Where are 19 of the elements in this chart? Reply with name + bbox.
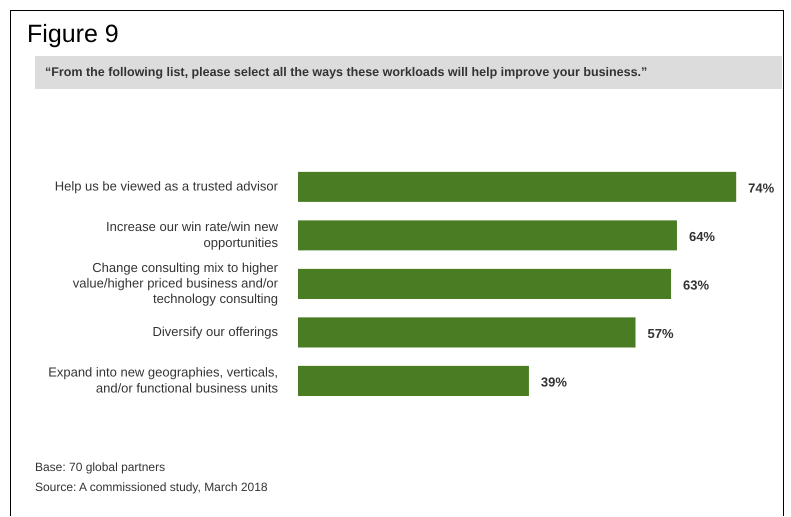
bar [298,268,672,299]
data-label: 63% [683,277,710,292]
data-label: 74% [748,180,775,196]
bar [298,172,736,202]
y-tick-label: Change consulting mix to higher value/higher priced business and/or technology consulting [72,260,279,306]
text: Figure 9 [27,20,119,49]
y-tick-label: Diversify our offerings [152,324,278,339]
y-tick-label: Help us be viewed as a trusted advisor [54,178,279,194]
y-tick-label: Increase our win rate/win new opportunities [106,219,279,250]
y-tick-label: Expand into new geographies, verticals, and/or functional business units [48,364,278,396]
text: Base: 70 global partners [35,460,166,474]
data-label: 64% [688,228,716,244]
bar [298,366,529,396]
chart-subtitle: “From the following list, please select all the ways these workloads will help improve your business.” [35,56,782,89]
source-note: Source: A commissioned study, March 2018 [35,480,268,494]
bar [298,317,636,348]
bar [298,220,677,250]
data-label: 57% [648,326,674,341]
data-label: 39% [540,374,568,390]
